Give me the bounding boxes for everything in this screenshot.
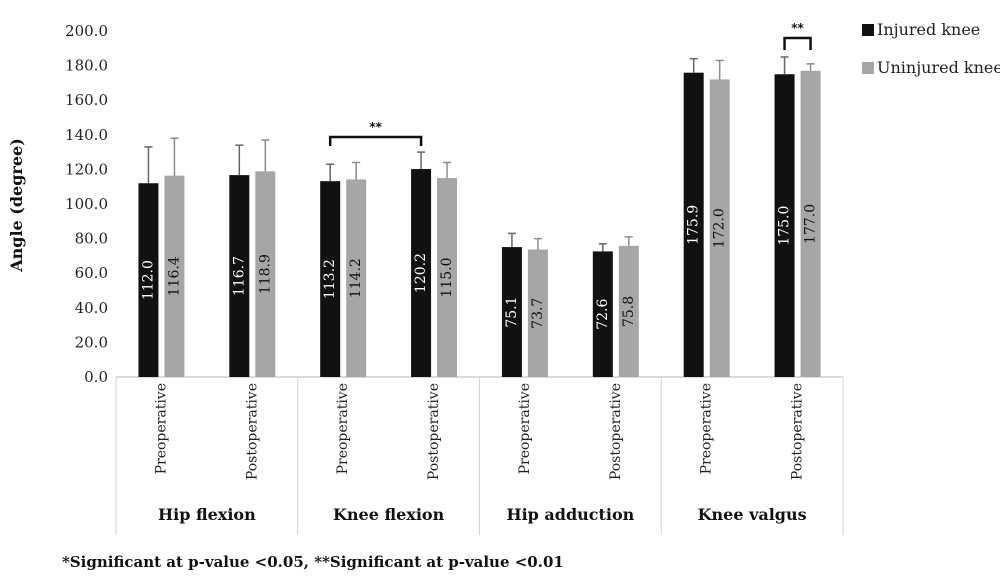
value-label: 120.2 xyxy=(413,253,429,293)
value-label: 114.2 xyxy=(348,258,364,298)
value-label: 116.7 xyxy=(231,256,247,296)
bar-uninjured xyxy=(800,70,821,377)
y-tick-label: 20.0 xyxy=(75,333,108,351)
bar-injured xyxy=(411,169,432,377)
group-label: Knee valgus xyxy=(698,505,807,524)
significance-bracket xyxy=(783,36,812,50)
bar-injured xyxy=(774,74,795,377)
x-category-label: Postoperative xyxy=(608,383,624,480)
value-label: 75.8 xyxy=(621,296,637,327)
value-label: 172.0 xyxy=(712,208,728,248)
bar-injured xyxy=(683,72,704,378)
value-label: 116.4 xyxy=(166,256,182,296)
value-label: 115.0 xyxy=(439,257,455,297)
x-category-label: Preoperative xyxy=(517,383,533,474)
value-label: 73.7 xyxy=(530,298,546,329)
legend-swatch xyxy=(862,62,874,74)
y-tick-label: 160.0 xyxy=(65,91,108,109)
group-label: Knee flexion xyxy=(333,505,445,524)
x-category-label: Postoperative xyxy=(426,383,442,480)
value-label: 175.9 xyxy=(686,205,702,245)
bar-uninjured xyxy=(437,178,458,377)
value-label: 177.0 xyxy=(803,204,819,244)
bar-uninjured xyxy=(346,179,367,377)
bar-uninjured xyxy=(618,245,639,377)
bar-injured xyxy=(592,251,613,377)
footnote: *Significant at p-value <0.05, **Signifi… xyxy=(62,553,564,571)
group-label: Hip flexion xyxy=(158,505,256,524)
value-label: 175.0 xyxy=(777,206,793,246)
value-label: 72.6 xyxy=(595,299,611,330)
legend-swatch xyxy=(862,24,874,36)
y-axis-ticks: 0.0 20.0 40.0 60.0 80.0 100.0 120.0 140.0 160.0 1… xyxy=(65,22,108,386)
value-label: 75.1 xyxy=(504,296,520,327)
x-category-label: Preoperative xyxy=(699,383,715,474)
group-label: Hip adduction xyxy=(506,505,634,524)
significance-brackets: ** ** xyxy=(328,21,812,146)
y-tick-label: 140.0 xyxy=(65,126,108,144)
legend-label: Uninjured knee xyxy=(877,58,1000,77)
legend-label: Injured knee xyxy=(877,20,980,39)
y-tick-label: 60.0 xyxy=(75,264,108,282)
legend: Injured knee Uninjured knee xyxy=(862,20,1000,77)
y-tick-label: 40.0 xyxy=(75,299,108,317)
bar-uninjured xyxy=(164,175,185,377)
y-tick-label: 80.0 xyxy=(75,230,108,248)
y-tick-label: 120.0 xyxy=(65,160,108,178)
bar-injured xyxy=(320,181,341,377)
x-category-labels: Preoperative Postoperative Preoperative Pos… xyxy=(153,383,805,480)
significance-marker: ** xyxy=(791,21,804,35)
y-tick-label: 200.0 xyxy=(65,22,108,40)
y-tick-label: 0.0 xyxy=(84,368,108,386)
y-axis-label: Angle (degree) xyxy=(7,138,26,273)
group-labels: Hip flexion Knee flexion Hip adduction Knee… xyxy=(158,505,807,524)
x-category-label: Preoperative xyxy=(335,383,351,474)
bars xyxy=(138,70,821,378)
bar-uninjured xyxy=(527,249,548,377)
x-category-label: Postoperative xyxy=(790,383,806,480)
value-label: 112.0 xyxy=(140,260,156,300)
y-tick-label: 100.0 xyxy=(65,195,108,213)
x-category-label: Preoperative xyxy=(153,383,169,474)
bar-injured xyxy=(229,175,250,377)
significance-marker: ** xyxy=(369,120,382,134)
significance-bracket xyxy=(328,135,423,146)
x-category-label: Postoperative xyxy=(244,383,260,480)
bar-injured xyxy=(501,247,522,377)
value-label: 113.2 xyxy=(322,259,338,299)
bar-uninjured xyxy=(709,79,730,377)
bar-uninjured xyxy=(255,171,276,377)
value-labels: 112.0 116.4 116.7 118.9 113.2 114.2 120.2 115.0… xyxy=(140,204,818,330)
value-label: 118.9 xyxy=(257,254,273,294)
error-bars xyxy=(144,56,815,252)
bar-injured xyxy=(138,183,159,377)
y-tick-label: 180.0 xyxy=(65,57,108,75)
